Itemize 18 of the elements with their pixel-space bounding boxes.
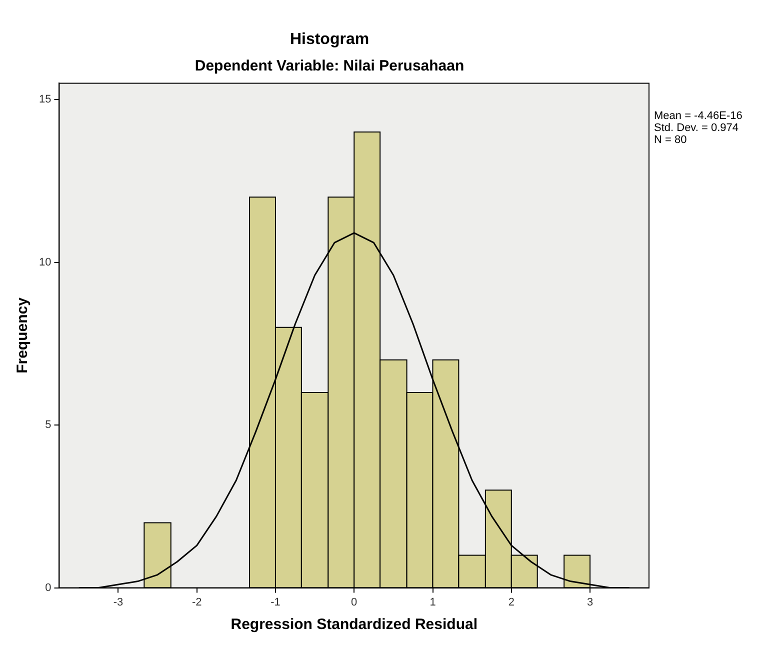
y-tick-label: 10 [38,256,52,268]
text: Std. Dev. = 0.974 [654,122,740,134]
x-axis-title: Regression Standardized Residual [230,616,478,634]
x-tick-label: -2 [192,596,202,608]
y-axis-title: Frequency [14,296,32,374]
x-tick-label: 3 [586,596,594,608]
text: N = 80 [654,134,688,146]
x-tick-label: 1 [430,596,436,608]
y-tick-label: 0 [45,582,52,594]
y-tick-label: 15 [38,94,52,106]
y-tick-label: 5 [45,419,52,432]
x-tick-label: 0 [351,596,358,608]
text: Mean = -4.46E-16 [654,110,742,122]
x-tick-label: -3 [113,596,124,608]
x-tick-label: -1 [270,596,280,608]
chart-title: Histogram [290,31,370,48]
x-tick-label: 2 [508,596,514,608]
chart-subtitle: Dependent Variable: Nilai Perusahaan [194,57,464,74]
